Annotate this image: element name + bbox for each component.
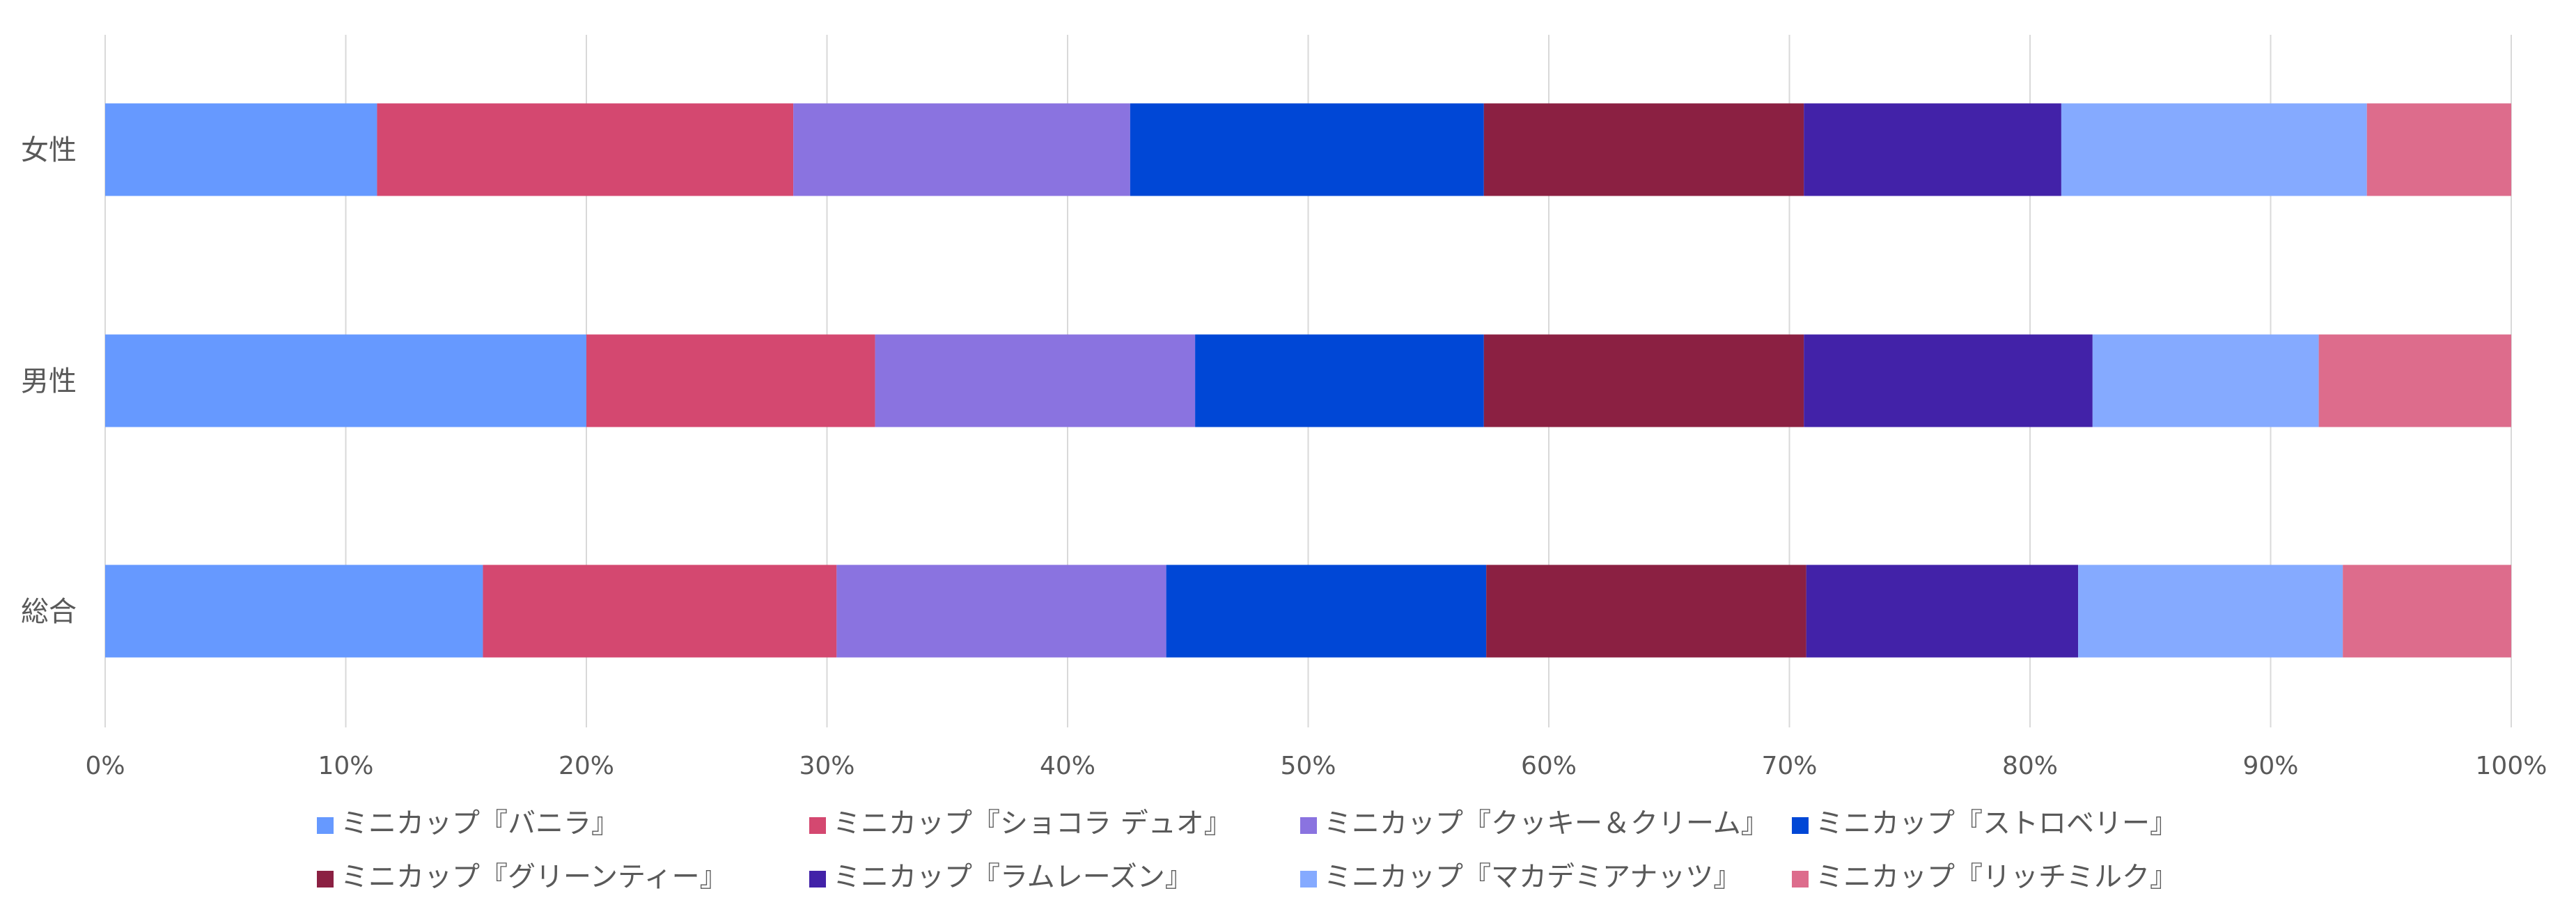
bar-segment [875, 334, 1196, 427]
x-axis-ticks: 0% 10% 20% 30% 40% 50% 60% 70% 80% 90% 100% [85, 752, 2547, 780]
x-tick-label: 100% [2476, 752, 2547, 780]
bar-segment [1806, 565, 2079, 658]
legend-label: ミニカップ『ショコラ デュオ』 [833, 807, 1232, 839]
bar-segment [1486, 565, 1806, 658]
bar-segment [1195, 334, 1484, 427]
category-label: 総合 [21, 596, 77, 628]
bar-segment [1166, 565, 1487, 658]
bar-segment [483, 565, 837, 658]
legend-swatch [809, 817, 826, 834]
bar-segment [1130, 103, 1484, 196]
legend-label: ミニカップ『ストロベリー』 [1816, 807, 2178, 839]
bar-segment [105, 565, 483, 658]
bar-segment [1483, 103, 1804, 196]
x-tick-label: 90% [2242, 752, 2298, 780]
bar-segment [2078, 565, 2343, 658]
bar-segment [105, 103, 377, 196]
bar-segment [1804, 334, 2093, 427]
legend-swatch [1792, 817, 1809, 834]
bar-segment [586, 334, 875, 427]
legend: ミニカップ『バニラ』 ミニカップ『ショコラ デュオ』 ミニカップ『クッキー＆クリーム… [317, 807, 2178, 893]
x-tick-label: 40% [1040, 752, 1095, 780]
legend-swatch [1300, 817, 1317, 834]
x-tick-label: 50% [1280, 752, 1336, 780]
x-tick-label: 30% [799, 752, 854, 780]
x-tick-label: 80% [2002, 752, 2058, 780]
bar-segment [2366, 103, 2511, 196]
x-tick-label: 10% [318, 752, 373, 780]
bar-segment [793, 103, 1130, 196]
legend-label: ミニカップ『バニラ』 [341, 807, 619, 839]
bars [105, 103, 2511, 658]
bar-segment [2061, 103, 2367, 196]
bar-segment [1483, 334, 1804, 427]
x-tick-label: 70% [1761, 752, 1817, 780]
legend-label: ミニカップ『グリーンティー』 [341, 861, 728, 893]
legend-swatch [1792, 871, 1809, 888]
bar-segment [105, 334, 586, 427]
bar-segment [2092, 334, 2319, 427]
legend-label: ミニカップ『リッチミルク』 [1816, 861, 2178, 893]
legend-swatch [317, 817, 334, 834]
x-tick-label: 0% [85, 752, 125, 780]
legend-swatch [809, 871, 826, 888]
category-label: 女性 [21, 134, 77, 166]
legend-label: ミニカップ『ラムレーズン』 [833, 861, 1193, 893]
legend-swatch [317, 871, 334, 888]
bar-segment [2343, 565, 2511, 658]
bar-segment [377, 103, 794, 196]
category-label: 男性 [21, 365, 77, 397]
x-tick-label: 20% [559, 752, 614, 780]
x-tick-label: 60% [1521, 752, 1577, 780]
legend-label: ミニカップ『マカデミアナッツ』 [1324, 861, 1741, 893]
legend-label: ミニカップ『クッキー＆クリーム』 [1324, 807, 1769, 839]
bar-segment [1804, 103, 2061, 196]
bar-segment [836, 565, 1166, 658]
bar-segment [2318, 334, 2511, 427]
legend-swatch [1300, 871, 1317, 888]
